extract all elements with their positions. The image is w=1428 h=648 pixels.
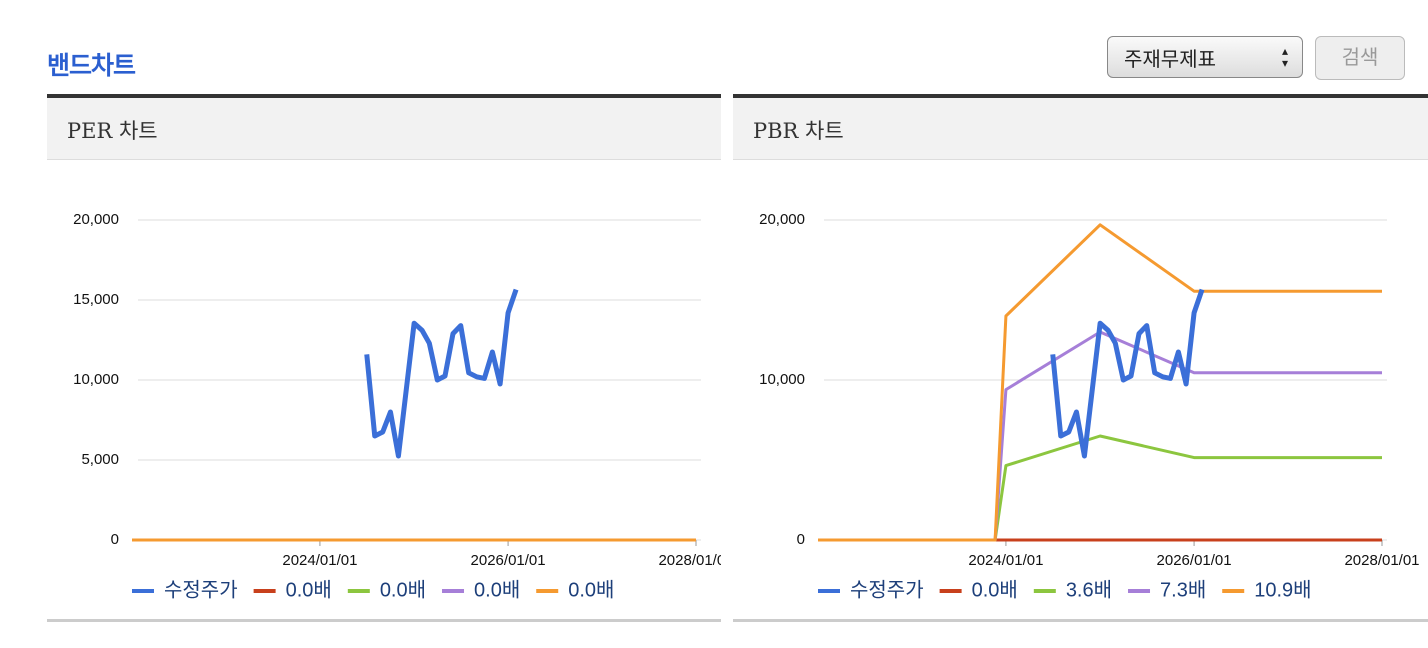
y-tick-label: 15,000	[73, 291, 119, 308]
legend-label: 수정주가	[850, 578, 924, 601]
y-tick-label: 10,000	[759, 371, 805, 388]
legend-label: 7.3배	[1160, 578, 1206, 601]
legend-label: 10.9배	[1254, 578, 1311, 601]
legend-label: 0.0배	[568, 578, 614, 601]
legend-label: 0.0배	[972, 578, 1018, 601]
chart: 0 5,000 10,000 15,000 20,000 2024/01/01 2026/0…	[73, 211, 721, 601]
x-tick-label: 2028/01/01	[658, 552, 721, 569]
series-line	[818, 223, 1382, 542]
panel-title: PBR 차트	[733, 98, 1428, 160]
legend-label: 0.0배	[286, 578, 332, 601]
page-title: 밴드차트	[47, 51, 136, 80]
y-tick-label: 20,000	[759, 211, 805, 228]
x-tick-label: 2024/01/01	[282, 552, 357, 569]
statement-select[interactable]: 주재무제표	[1107, 36, 1303, 78]
x-tick-label: 2026/01/01	[1157, 552, 1232, 569]
legend-label: 0.0배	[474, 578, 520, 601]
legend-label: 0.0배	[380, 578, 426, 601]
pbr-panel: PBR 차트 0 10,000 20,000 2024/01/01 2026/01/01…	[733, 94, 1428, 622]
y-tick-label: 10,000	[73, 371, 119, 388]
series-line	[1050, 288, 1205, 459]
search-button[interactable]: 검색	[1315, 36, 1405, 80]
legend-label: 3.6배	[1066, 578, 1112, 601]
series-line	[818, 434, 1382, 542]
legend-label: 수정주가	[164, 578, 238, 601]
x-tick-label: 2024/01/01	[968, 552, 1043, 569]
series-line	[364, 288, 519, 459]
y-tick-label: 5,000	[81, 451, 119, 468]
y-tick-label: 0	[111, 531, 119, 548]
panel-title: PER 차트	[47, 98, 721, 160]
per-panel: PER 차트 0 5,000 10,000 15,000 20,000 2024/01/0…	[47, 94, 721, 622]
x-tick-label: 2028/01/01	[1344, 552, 1419, 569]
chart: 0 10,000 20,000 2024/01/01 2026/01/01 2028/01…	[759, 211, 1419, 601]
y-tick-label: 0	[797, 531, 805, 548]
y-tick-label: 20,000	[73, 211, 119, 228]
x-tick-label: 2026/01/01	[471, 552, 546, 569]
